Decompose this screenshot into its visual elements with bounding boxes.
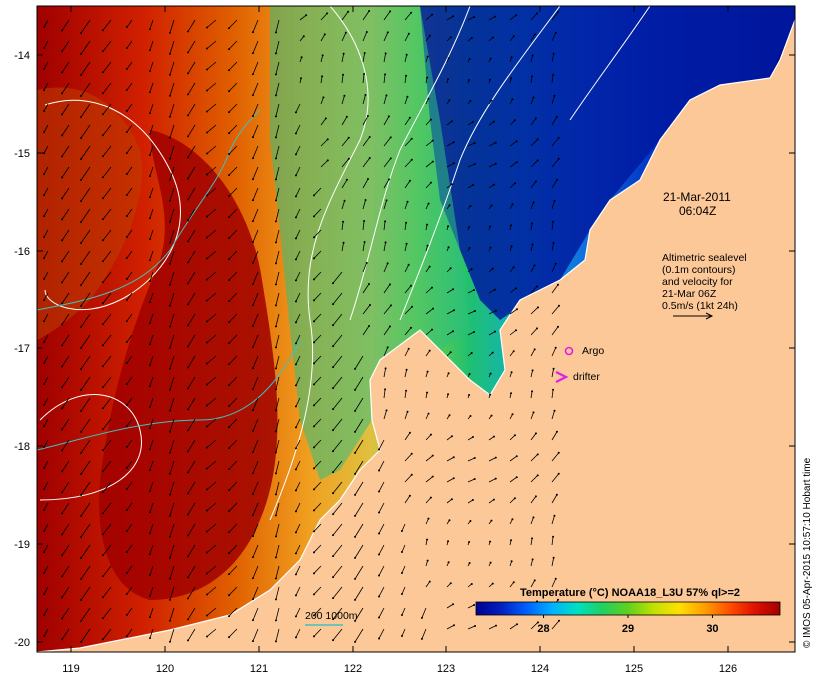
isobath-contours [37, 109, 301, 451]
altimetry-note: Altimetric sealevel (0.1m contours) and … [662, 252, 747, 320]
green-band [270, 6, 470, 480]
lat-tick-label: -14 [14, 50, 30, 62]
plot-frame [36, 5, 796, 653]
lon-tick-label: 121 [250, 663, 268, 675]
colorbar [475, 601, 781, 616]
altimetry-line: Altimetric sealevel [662, 252, 747, 264]
timestamp-time: 06:04Z [679, 204, 716, 218]
colorbar-tick-label: 29 [622, 623, 634, 635]
colorbar-title: Temperature (°C) NOAA18_L3U 57% ql>=2 [520, 587, 740, 599]
isobath-label: 200 1000m [305, 610, 358, 622]
axis-ticks [37, 6, 795, 652]
scale-arrow-head [705, 312, 714, 320]
altimetry-line: and velocity for [662, 276, 733, 288]
lon-tick-label: 124 [531, 663, 549, 675]
lat-tick-label: -19 [14, 539, 30, 551]
lon-tick-labels: 119 120 121 122 123 124 125 126 [62, 663, 737, 675]
warm-core [99, 130, 278, 600]
lat-tick-labels: -14 -15 -16 -17 -18 -19 -20 [14, 50, 30, 649]
lon-tick-label: 120 [156, 663, 174, 675]
lon-tick-label: 123 [437, 663, 455, 675]
colorbar-tick-label: 28 [537, 623, 549, 635]
lat-tick-label: -20 [14, 637, 30, 649]
lat-tick-label: -15 [14, 148, 30, 160]
warm-west [37, 87, 142, 340]
velocity-arrows [43, 10, 560, 643]
lon-tick-label: 122 [344, 663, 362, 675]
lat-tick-label: -17 [14, 343, 30, 355]
altimetry-line: (0.1m contours) [662, 264, 736, 276]
lon-tick-label: 119 [62, 663, 80, 675]
altimetry-line: 21-Mar 06Z [662, 288, 717, 300]
drifter-marker [555, 371, 569, 383]
credit-text: © IMOS 05-Apr-2015 10:57:10 Hobart time [802, 457, 813, 648]
lon-tick-label: 126 [719, 663, 737, 675]
colorbar-ticks: 28 29 30 [537, 615, 719, 635]
cool-shelf [420, 6, 795, 320]
lat-tick-label: -18 [14, 441, 30, 453]
lat-tick-label: -16 [14, 246, 30, 258]
drifter-label: drifter [573, 371, 600, 383]
lon-tick-label: 125 [625, 663, 643, 675]
timestamp-date: 21-Mar-2011 [663, 190, 731, 204]
altimetry-line: 0.5m/s (1kt 24h) [662, 300, 738, 312]
argo-label: Argo [582, 345, 604, 357]
colorbar-tick-label: 30 [706, 623, 718, 635]
argo-marker [564, 346, 574, 356]
sst-field [37, 6, 795, 652]
land [37, 19, 795, 652]
sealevel-contours [39, 6, 651, 521]
